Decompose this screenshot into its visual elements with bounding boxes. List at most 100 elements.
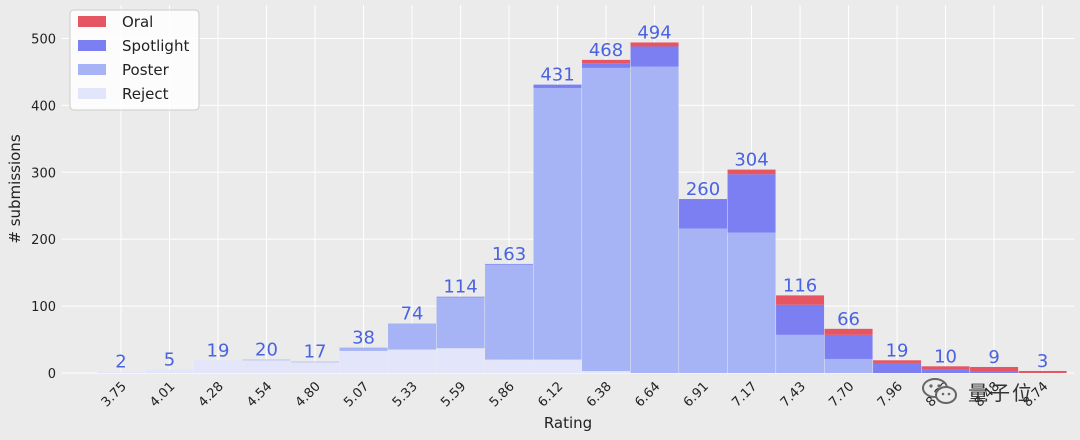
bar-segment-poster <box>776 334 825 373</box>
bar-total-label: 431 <box>540 65 574 86</box>
x-tick-label: 6.64 <box>632 379 663 410</box>
y-tick-label: 400 <box>31 99 56 114</box>
x-tick-label: 5.59 <box>438 379 469 410</box>
bar-segment-reject <box>485 359 534 373</box>
x-tick-label: 7.43 <box>778 379 809 410</box>
legend-swatch-poster <box>78 64 106 75</box>
x-tick-label: 4.54 <box>244 379 275 410</box>
bar-segment-spotlight <box>630 46 679 67</box>
x-tick-label: 6.38 <box>584 379 615 410</box>
bar-segment-spotlight <box>679 199 728 229</box>
x-tick-label: 3.75 <box>99 379 130 410</box>
bar-segment-poster <box>436 297 485 349</box>
x-tick-label: 4.80 <box>293 379 324 410</box>
bar-segment-poster <box>291 361 340 363</box>
legend-label-oral: Oral <box>122 13 153 31</box>
bar-segment-oral <box>970 366 1019 371</box>
bar-segment-reject <box>436 348 485 373</box>
bar-segment-oral <box>1018 370 1067 373</box>
bar-segment-oral <box>776 295 825 305</box>
bar-total-label: 19 <box>886 340 909 361</box>
y-tick-label: 300 <box>31 166 56 181</box>
bar-segment-reject <box>242 360 291 373</box>
bar-total-label: 66 <box>837 309 860 330</box>
bar-total-label: 260 <box>686 179 720 200</box>
bar-segment-oral <box>824 328 873 335</box>
bar-segment-spotlight <box>533 84 582 88</box>
bar-segment-reject <box>291 362 340 373</box>
legend: Oral Spotlight Poster Reject <box>69 9 200 111</box>
bar-total-label: 3 <box>1037 351 1048 372</box>
bar-segment-poster <box>630 66 679 373</box>
total-labels: 2 5 19 20 17 38 74 114 163 431 468 494 260 304 116 66 19… <box>115 22 1048 372</box>
bar-total-label: 304 <box>734 150 768 171</box>
bar-segment-poster <box>824 358 873 373</box>
legend-swatch-spotlight <box>78 40 106 51</box>
bar-segment-spotlight <box>776 304 825 335</box>
legend-swatch-reject <box>78 88 106 99</box>
bar-segment-oral <box>582 59 631 64</box>
y-tick-labels: 0 100 200 300 400 500 <box>31 32 56 382</box>
bar-total-label: 20 <box>255 340 278 361</box>
y-tick-label: 500 <box>31 32 56 47</box>
bar-segment-spotlight <box>582 63 631 68</box>
x-tick-label: 4.01 <box>147 379 178 410</box>
x-tick-labels: 3.75 4.01 4.28 4.54 4.80 5.07 5.33 5.59 5.86 6.12… <box>99 379 1052 410</box>
bar-total-label: 114 <box>443 277 477 298</box>
x-tick-label: 5.86 <box>487 379 518 410</box>
bar-segment-poster <box>679 228 728 373</box>
bar-segment-spotlight <box>436 296 485 298</box>
bar-segment-oral <box>921 366 970 370</box>
x-tick-label: 4.28 <box>196 379 227 410</box>
bar-segment-poster <box>339 347 388 351</box>
legend-box <box>69 9 200 111</box>
bar-total-label: 116 <box>783 275 817 296</box>
bar-total-label: 74 <box>401 303 424 324</box>
bar-segment-reject <box>145 369 194 373</box>
bar-total-label: 494 <box>637 22 671 43</box>
bar-segment-poster <box>242 359 291 361</box>
x-tick-label: 7.96 <box>875 379 906 410</box>
y-tick-label: 0 <box>48 367 56 382</box>
bar-total-label: 38 <box>352 328 375 349</box>
bar-segment-oral <box>630 42 679 47</box>
legend-label-reject: Reject <box>122 85 169 103</box>
bar-total-label: 5 <box>164 350 175 371</box>
bar-total-label: 468 <box>589 40 623 61</box>
y-axis-label: # submissions <box>6 134 24 243</box>
bar-segment-poster <box>485 264 534 360</box>
bar-total-label: 17 <box>304 342 327 363</box>
bar-segment-spotlight <box>970 370 1019 373</box>
y-tick-label: 100 <box>31 300 56 315</box>
x-axis-label: Rating <box>544 414 592 432</box>
watermark-text: 量子位 <box>968 380 1034 405</box>
bar-segment-oral <box>873 360 922 363</box>
x-tick-label: 6.12 <box>535 379 566 410</box>
legend-swatch-oral <box>78 16 106 27</box>
bar-segment-poster <box>533 87 582 360</box>
x-tick-label: 5.07 <box>341 379 372 410</box>
wechat-icon <box>922 378 957 404</box>
bar-segment-reject <box>388 349 437 373</box>
legend-label-spotlight: Spotlight <box>122 37 189 55</box>
x-tick-label: 7.17 <box>729 379 760 410</box>
bar-segment-reject <box>582 370 631 373</box>
bar-segment-spotlight <box>485 263 534 265</box>
bar-segment-spotlight <box>921 369 970 373</box>
bar-segment-spotlight <box>824 334 873 359</box>
y-tick-label: 200 <box>31 233 56 248</box>
x-tick-label: 7.70 <box>826 379 857 410</box>
bar-segment-spotlight <box>873 362 922 373</box>
x-tick-label: 5.33 <box>390 379 421 410</box>
bar-segment-reject <box>97 371 145 373</box>
legend-label-poster: Poster <box>122 61 170 79</box>
bar-segment-poster <box>727 232 776 373</box>
bar-segment-poster <box>582 67 631 371</box>
bar-segment-spotlight <box>727 174 776 233</box>
bar-segment-reject <box>339 350 388 373</box>
bar-total-label: 2 <box>115 352 126 373</box>
bar-total-label: 10 <box>934 346 957 367</box>
bar-segment-reject <box>194 360 243 373</box>
bar-segment-poster <box>388 323 437 350</box>
